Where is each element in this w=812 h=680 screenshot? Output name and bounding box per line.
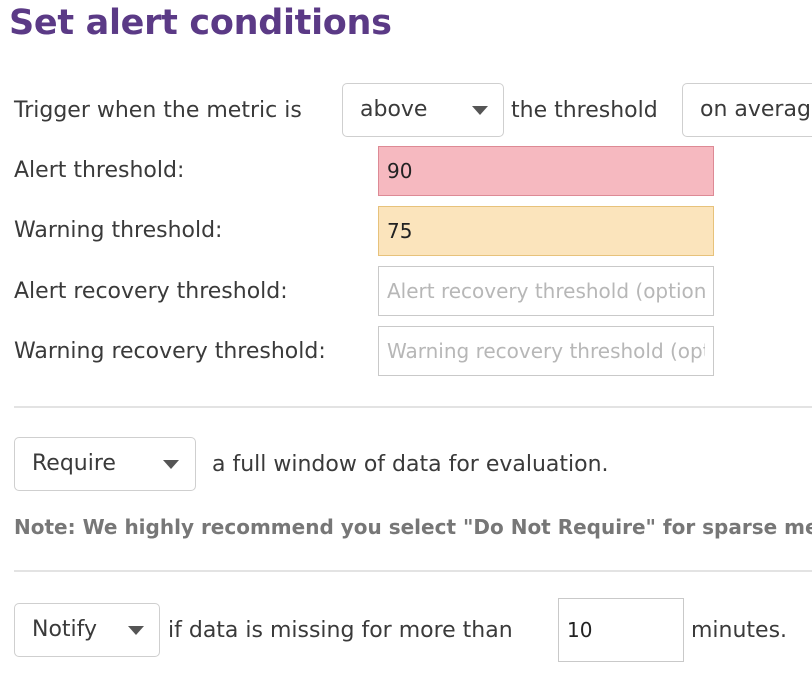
warning-recovery-threshold-label: Warning recovery threshold: xyxy=(14,339,326,364)
alert-recovery-threshold-label: Alert recovery threshold: xyxy=(14,279,288,304)
sparse-metrics-note: Note: We highly recommend you select "Do… xyxy=(14,515,812,539)
require-data-select-value: Require xyxy=(32,451,116,476)
alert-recovery-threshold-input[interactable] xyxy=(378,266,714,316)
chevron-down-icon xyxy=(472,106,488,115)
aggregation-select[interactable]: on average xyxy=(682,83,812,137)
warning-threshold-label: Warning threshold: xyxy=(14,218,223,243)
chevron-down-icon xyxy=(163,460,179,469)
notify-missing-data-select-value: Notify xyxy=(32,617,98,642)
comparison-select-value: above xyxy=(360,97,428,122)
alert-threshold-input[interactable] xyxy=(378,146,714,196)
warning-recovery-threshold-input[interactable] xyxy=(378,326,714,376)
notify-missing-data-select[interactable]: Notify xyxy=(14,603,160,657)
page-title: Set alert conditions xyxy=(9,3,392,43)
missing-data-text: if data is missing for more than xyxy=(168,618,513,643)
alert-threshold-label: Alert threshold: xyxy=(14,158,185,183)
require-data-text: a full window of data for evaluation. xyxy=(212,452,609,477)
trigger-prefix-text: Trigger when the metric is xyxy=(14,98,302,123)
section-divider xyxy=(14,570,812,572)
warning-threshold-input[interactable] xyxy=(378,206,714,256)
aggregation-select-value: on average xyxy=(700,97,812,122)
trigger-middle-text: the threshold xyxy=(511,98,658,123)
chevron-down-icon xyxy=(128,626,144,635)
section-divider xyxy=(14,406,812,408)
comparison-select[interactable]: above xyxy=(342,83,504,137)
missing-data-minutes-input[interactable] xyxy=(558,598,684,662)
require-data-select[interactable]: Require xyxy=(14,437,196,491)
minutes-unit-text: minutes. xyxy=(691,618,788,643)
